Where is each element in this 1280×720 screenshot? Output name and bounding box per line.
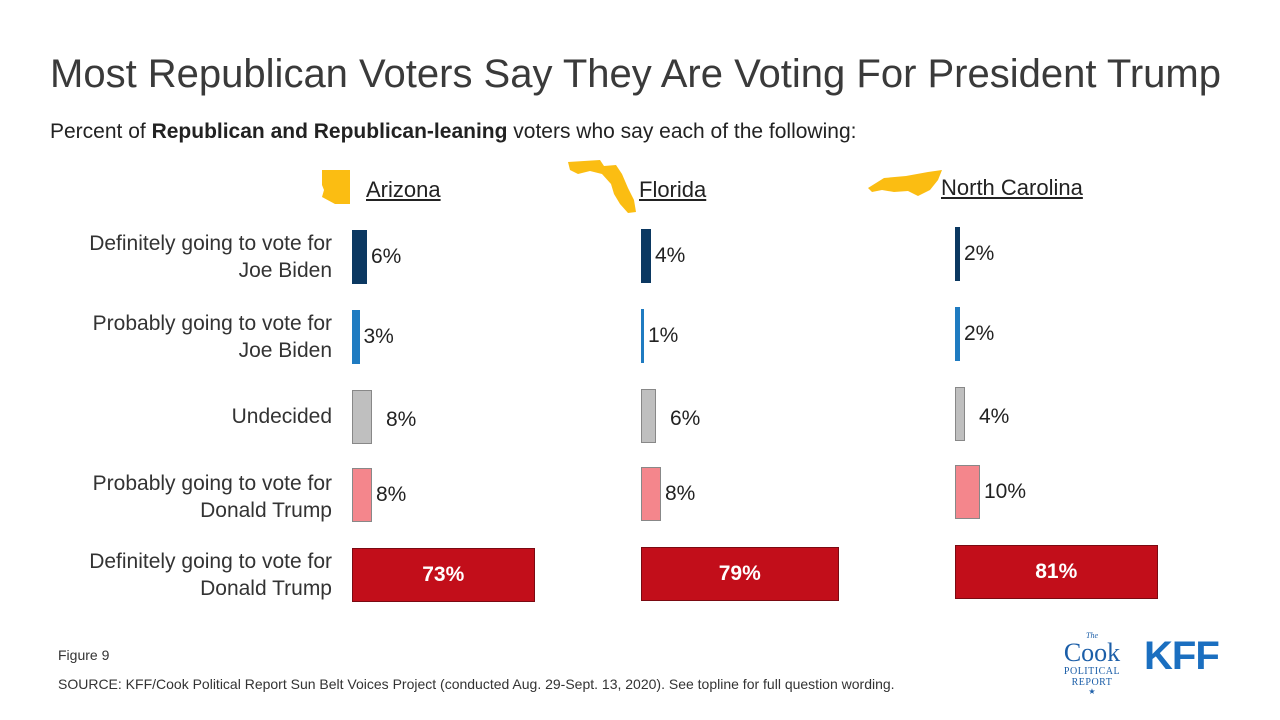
value-label-arizona-definitely-biden: 6% <box>371 245 402 268</box>
value-label-arizona-undecided: 8% <box>386 408 417 431</box>
bar-north-carolina-definitely-biden <box>955 227 960 281</box>
state-name-florida: Florida <box>639 177 707 202</box>
bar-arizona-definitely-biden <box>352 230 367 284</box>
chart-subtitle: Percent of Republican and Republican-lea… <box>50 120 857 143</box>
bar-florida-undecided <box>641 389 656 443</box>
bar-arizona-definitely-trump <box>352 548 535 602</box>
value-label-north-carolina-undecided: 4% <box>979 405 1010 428</box>
value-label-florida-definitely-trump: 79% <box>718 562 761 585</box>
state-name-arizona: Arizona <box>366 177 441 202</box>
north-carolina-state-icon <box>868 170 942 196</box>
value-label-florida-probably-trump: 8% <box>665 482 696 505</box>
value-label-north-carolina-probably-biden: 2% <box>964 322 995 345</box>
value-label-florida-probably-biden: 1% <box>648 324 679 347</box>
bar-arizona-undecided <box>352 390 372 444</box>
florida-state-icon <box>568 160 636 213</box>
row-label-probably-trump: Probably going to vote for Donald Trump <box>92 472 332 522</box>
value-label-florida-definitely-biden: 4% <box>655 244 686 267</box>
bar-florida-probably-trump <box>641 467 661 521</box>
arizona-state-icon <box>322 170 350 204</box>
kff-logo: KFF <box>1144 634 1220 678</box>
value-label-arizona-probably-trump: 8% <box>376 483 407 506</box>
figure-number: Figure 9 <box>58 647 110 663</box>
bar-arizona-probably-biden <box>352 310 360 364</box>
bar-arizona-probably-trump <box>352 468 372 522</box>
bar-north-carolina-undecided <box>955 387 965 441</box>
value-label-florida-undecided: 6% <box>670 407 701 430</box>
bar-north-carolina-definitely-trump <box>955 545 1158 599</box>
value-label-arizona-probably-biden: 3% <box>363 325 394 348</box>
state-name-north-carolina: North Carolina <box>941 175 1083 200</box>
bar-north-carolina-probably-trump <box>955 465 980 519</box>
bar-florida-definitely-trump <box>641 547 839 601</box>
value-label-arizona-definitely-trump: 73% <box>422 563 465 586</box>
row-label-definitely-trump: Definitely going to vote for Donald Trump <box>89 550 332 600</box>
row-label-definitely-biden: Definitely going to vote for Joe Biden <box>89 232 332 282</box>
row-label-undecided: Undecided <box>231 405 332 428</box>
value-label-north-carolina-definitely-trump: 81% <box>1035 560 1078 583</box>
bar-florida-probably-biden <box>641 309 644 363</box>
cook-political-report-logo: The Cook POLITICAL REPORT ★ <box>1063 631 1121 696</box>
source-note: SOURCE: KFF/Cook Political Report Sun Be… <box>58 676 895 692</box>
chart-title: Most Republican Voters Say They Are Voti… <box>50 52 1221 96</box>
bar-north-carolina-probably-biden <box>955 307 960 361</box>
value-label-north-carolina-definitely-biden: 2% <box>964 242 995 265</box>
value-label-north-carolina-probably-trump: 10% <box>984 480 1027 503</box>
row-label-probably-biden: Probably going to vote for Joe Biden <box>92 312 332 362</box>
bar-florida-definitely-biden <box>641 229 651 283</box>
